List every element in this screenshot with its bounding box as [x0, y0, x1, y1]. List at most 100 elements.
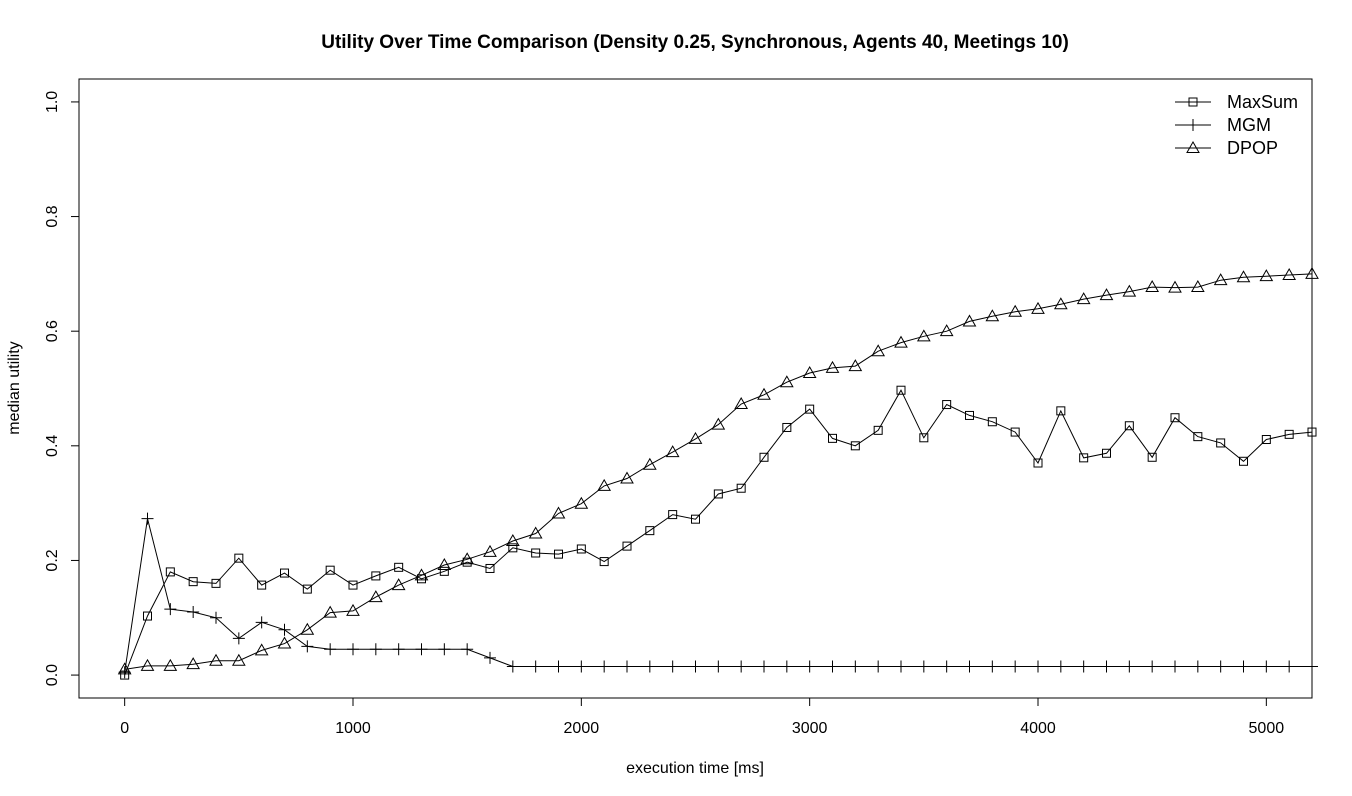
data-point-dpop	[779, 375, 794, 388]
data-point-maxsum	[668, 510, 678, 520]
y-tick-label: 0.0	[44, 664, 61, 686]
data-point-mgm	[1077, 660, 1090, 673]
data-point-maxsum	[257, 580, 267, 590]
data-point-maxsum	[211, 578, 221, 588]
data-point-dpop	[574, 496, 589, 509]
data-point-dpop	[505, 533, 520, 546]
data-point-dpop	[688, 431, 703, 444]
data-point-maxsum	[234, 553, 244, 563]
data-point-dpop	[1076, 292, 1091, 305]
data-point-dpop	[300, 622, 315, 635]
data-point-maxsum	[1170, 413, 1180, 423]
data-point-dpop	[391, 578, 406, 591]
data-point-dpop	[140, 658, 155, 671]
data-point-dpop	[186, 657, 201, 670]
data-point-maxsum	[485, 563, 495, 573]
data-point-mgm	[986, 660, 999, 673]
data-point-maxsum	[896, 385, 906, 395]
data-point-mgm	[780, 660, 793, 673]
x-tick-label: 5000	[1249, 720, 1285, 737]
data-point-dpop	[117, 662, 132, 675]
data-point-maxsum	[1284, 429, 1294, 439]
plot-area-frame	[78, 78, 1313, 699]
data-point-dpop	[1282, 268, 1297, 281]
data-point-maxsum	[394, 562, 404, 572]
data-point-maxsum	[1147, 452, 1157, 462]
data-point-maxsum	[325, 565, 335, 575]
data-point-dpop	[368, 590, 383, 603]
data-point-mgm	[1169, 660, 1181, 673]
data-point-mgm	[621, 660, 633, 673]
data-point-mgm	[369, 643, 382, 656]
data-point-mgm	[461, 643, 474, 656]
data-point-maxsum	[1056, 406, 1066, 416]
data-point-mgm	[506, 660, 519, 673]
legend-item-dpop: DPOP	[1175, 138, 1278, 158]
chart-title: Utility Over Time Comparison (Density 0.…	[321, 32, 1069, 53]
data-point-dpop	[597, 478, 612, 491]
data-point-mgm	[347, 643, 359, 656]
data-point-maxsum	[188, 577, 198, 587]
data-point-dpop	[277, 636, 292, 649]
data-point-mgm	[118, 666, 131, 679]
data-point-dpop	[802, 366, 817, 379]
data-point-dpop	[1099, 288, 1114, 301]
data-point-maxsum	[371, 571, 381, 581]
y-axis: 0.0 0.2 0.4 0.6 0.8 1.0	[44, 91, 79, 686]
data-point-dpop	[460, 552, 475, 565]
data-point-mgm	[940, 660, 953, 673]
x-axis: 0 1000 2000 3000 4000 5000	[120, 698, 1284, 737]
data-point-maxsum	[1239, 456, 1248, 466]
data-point-dpop	[711, 417, 726, 430]
data-point-mgm	[301, 640, 314, 653]
data-point-maxsum	[531, 548, 541, 558]
data-point-dpop	[1305, 266, 1319, 279]
data-point-dpop	[414, 568, 429, 581]
data-point-dpop	[962, 314, 977, 327]
data-point-maxsum	[873, 425, 883, 435]
data-point-mgm	[1123, 660, 1136, 673]
series-dpop	[117, 266, 1319, 675]
data-point-dpop	[620, 471, 634, 484]
data-point-mgm	[826, 660, 839, 673]
legend-item-maxsum: MaxSum	[1175, 92, 1298, 112]
data-point-maxsum	[302, 584, 312, 594]
data-point-mgm	[575, 660, 588, 673]
x-tick-label: 3000	[792, 720, 828, 737]
y-tick-label: 0.6	[44, 320, 61, 342]
data-point-mgm	[484, 651, 496, 664]
x-tick-label: 2000	[564, 720, 600, 737]
data-point-maxsum	[1216, 438, 1226, 448]
data-point-maxsum	[691, 514, 700, 524]
y-tick-label: 1.0	[44, 91, 61, 113]
y-tick-label: 0.4	[44, 435, 61, 457]
data-point-dpop	[254, 643, 269, 656]
data-point-dpop	[437, 558, 452, 571]
data-point-mgm	[666, 660, 679, 673]
data-point-mgm	[392, 643, 405, 656]
x-tick-label: 1000	[335, 720, 371, 737]
data-point-mgm	[1146, 660, 1159, 673]
data-point-maxsum	[348, 580, 358, 590]
data-point-mgm	[1191, 660, 1204, 673]
data-point-dpop	[734, 396, 749, 409]
data-point-mgm	[1054, 660, 1067, 673]
data-point-maxsum	[759, 452, 769, 462]
data-point-maxsum	[1124, 421, 1134, 431]
data-point-maxsum	[143, 611, 152, 621]
data-point-dpop	[825, 360, 840, 373]
data-point-dpop	[665, 445, 680, 458]
data-point-maxsum	[622, 541, 632, 551]
data-point-maxsum	[850, 441, 860, 451]
x-axis-label: execution time [ms]	[626, 760, 764, 777]
data-point-maxsum	[1033, 458, 1043, 468]
legend-item-mgm: MGM	[1175, 115, 1271, 135]
x-tick-label: 4000	[1020, 720, 1056, 737]
legend-marker-dpop	[1186, 140, 1200, 153]
data-point-maxsum	[645, 526, 655, 536]
series-layer	[117, 266, 1319, 680]
data-point-dpop	[1190, 280, 1205, 293]
data-point-maxsum	[782, 422, 792, 432]
series-line-dpop	[124, 273, 1313, 670]
data-point-mgm	[552, 660, 565, 673]
